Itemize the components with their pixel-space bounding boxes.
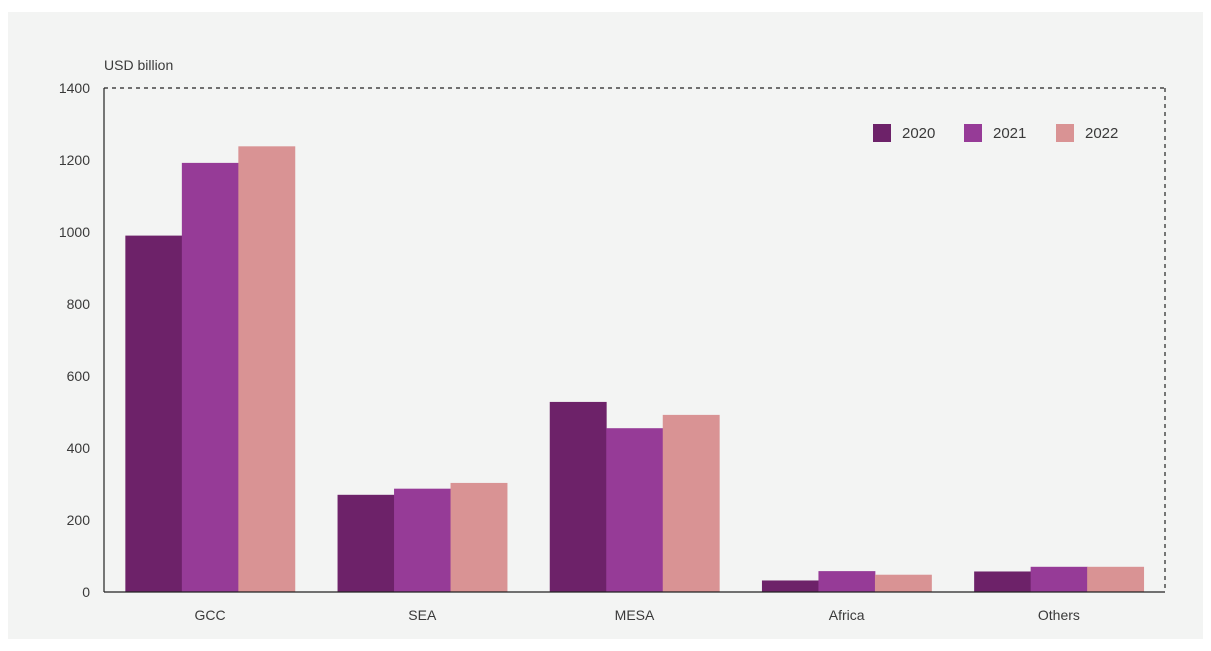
legend-label-2022: 2022	[1085, 125, 1118, 142]
bar-africa-2020	[761, 580, 819, 592]
bar-sea-2022	[450, 482, 508, 592]
x-tick-label: Others	[1038, 607, 1080, 623]
bar-gcc-2021	[181, 162, 239, 592]
x-tick-label: MESA	[615, 607, 655, 623]
x-tick-label: SEA	[408, 607, 437, 623]
y-tick-label: 1200	[59, 152, 90, 168]
legend-swatch-2020	[873, 124, 891, 142]
y-tick-label: 600	[67, 368, 91, 384]
legend-label-2021: 2021	[993, 125, 1026, 142]
legend-swatch-2022	[1056, 124, 1074, 142]
bar-mesa-2020	[549, 401, 607, 592]
bar-others-2021	[1030, 566, 1088, 592]
legend: 2020 2021 2022	[873, 124, 1118, 142]
bar-sea-2021	[394, 488, 451, 592]
bar-mesa-2021	[606, 428, 664, 592]
y-tick-label: 1000	[59, 224, 90, 240]
y-tick-label: 0	[82, 584, 90, 600]
bar-africa-2022	[874, 574, 932, 592]
bar-others-2020	[974, 571, 1032, 592]
bar-africa-2021	[818, 571, 876, 592]
bar-gcc-2020	[125, 235, 183, 592]
bar-sea-2020	[337, 494, 395, 592]
x-tick-labels: GCC SEA MESA Africa Others	[195, 607, 1080, 623]
y-unit-label: USD billion	[104, 57, 173, 73]
y-tick-label: 800	[67, 296, 91, 312]
y-tick-label: 200	[67, 512, 91, 528]
x-tick-label: GCC	[195, 607, 226, 623]
y-tick-labels: 0 200 400 600 800 1000 1200 1400	[59, 80, 90, 600]
legend-label-2020: 2020	[902, 125, 935, 142]
bars	[125, 146, 1145, 592]
plot-frame	[103, 87, 1166, 592]
x-tick-label: Africa	[829, 607, 865, 623]
legend-swatch-2021	[964, 124, 982, 142]
bar-mesa-2022	[662, 414, 720, 592]
bar-gcc-2022	[238, 146, 296, 592]
y-tick-label: 1400	[59, 80, 90, 96]
y-tick-label: 400	[67, 440, 91, 456]
bar-others-2022	[1087, 566, 1145, 592]
